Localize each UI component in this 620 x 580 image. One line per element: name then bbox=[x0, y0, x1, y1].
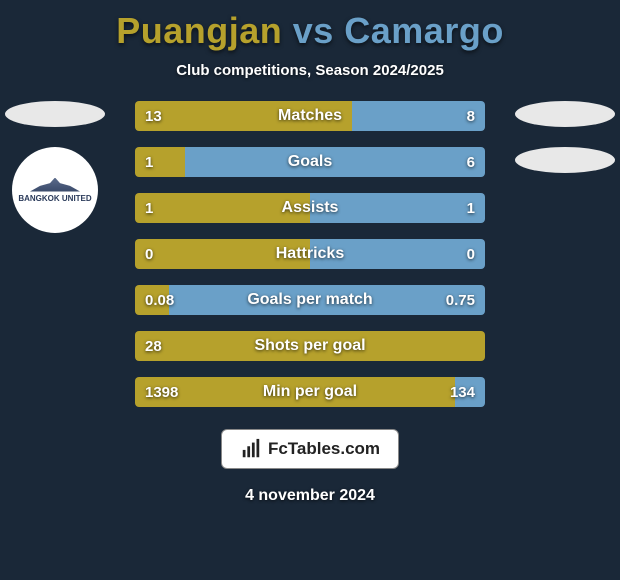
stat-bar-left-value: 1398 bbox=[135, 377, 188, 407]
stat-bar-right-value: 0.75 bbox=[436, 285, 485, 315]
stat-bar-left-value: 1 bbox=[135, 147, 163, 177]
title-vs: vs bbox=[282, 10, 344, 51]
stat-bar-left-value: 28 bbox=[135, 331, 172, 361]
comparison-layout: BANGKOK UNITED Matches138Goals16Assists1… bbox=[0, 101, 620, 407]
subtitle: Club competitions, Season 2024/2025 bbox=[176, 62, 444, 79]
right-country-oval bbox=[515, 101, 615, 127]
stat-bar: Assists11 bbox=[135, 193, 485, 223]
date-text: 4 november 2024 bbox=[245, 487, 375, 505]
stat-bar-right-value: 8 bbox=[457, 101, 485, 131]
stat-bar: Matches138 bbox=[135, 101, 485, 131]
left-country-oval bbox=[5, 101, 105, 127]
stat-bar-left-value: 1 bbox=[135, 193, 163, 223]
title-right-name: Camargo bbox=[344, 10, 504, 51]
attribution-badge: FcTables.com bbox=[221, 429, 399, 469]
stat-bar-right-value: 6 bbox=[457, 147, 485, 177]
right-club-oval bbox=[515, 147, 615, 173]
stat-bar: Hattricks00 bbox=[135, 239, 485, 269]
stat-bar: Goals per match0.080.75 bbox=[135, 285, 485, 315]
stat-bar-left-value: 0.08 bbox=[135, 285, 184, 315]
stat-bar-right-value: 0 bbox=[457, 239, 485, 269]
stat-bar: Shots per goal28 bbox=[135, 331, 485, 361]
left-club-logo: BANGKOK UNITED bbox=[12, 147, 98, 233]
stat-bar-right-value bbox=[465, 331, 485, 361]
stat-bar: Min per goal1398134 bbox=[135, 377, 485, 407]
stat-bar-right-fill bbox=[185, 147, 485, 177]
stat-bar-right-value: 134 bbox=[440, 377, 485, 407]
stat-bar-right-value: 1 bbox=[457, 193, 485, 223]
stat-bar: Goals16 bbox=[135, 147, 485, 177]
left-player-column: BANGKOK UNITED bbox=[0, 101, 110, 233]
title-left-name: Puangjan bbox=[116, 10, 282, 51]
attribution-text: FcTables.com bbox=[268, 439, 380, 459]
bar-chart-icon bbox=[240, 438, 262, 460]
stat-bar-left-fill bbox=[135, 331, 485, 361]
right-player-column bbox=[510, 101, 620, 173]
stat-bar-left-value: 0 bbox=[135, 239, 163, 269]
stat-bar-left-value: 13 bbox=[135, 101, 172, 131]
content: Puangjan vs Camargo Club competitions, S… bbox=[0, 0, 620, 580]
club-logo-wing-icon bbox=[30, 178, 80, 192]
stat-bars: Matches138Goals16Assists11Hattricks00Goa… bbox=[135, 101, 485, 407]
page-title: Puangjan vs Camargo bbox=[116, 10, 504, 52]
left-club-name: BANGKOK UNITED bbox=[18, 194, 91, 203]
